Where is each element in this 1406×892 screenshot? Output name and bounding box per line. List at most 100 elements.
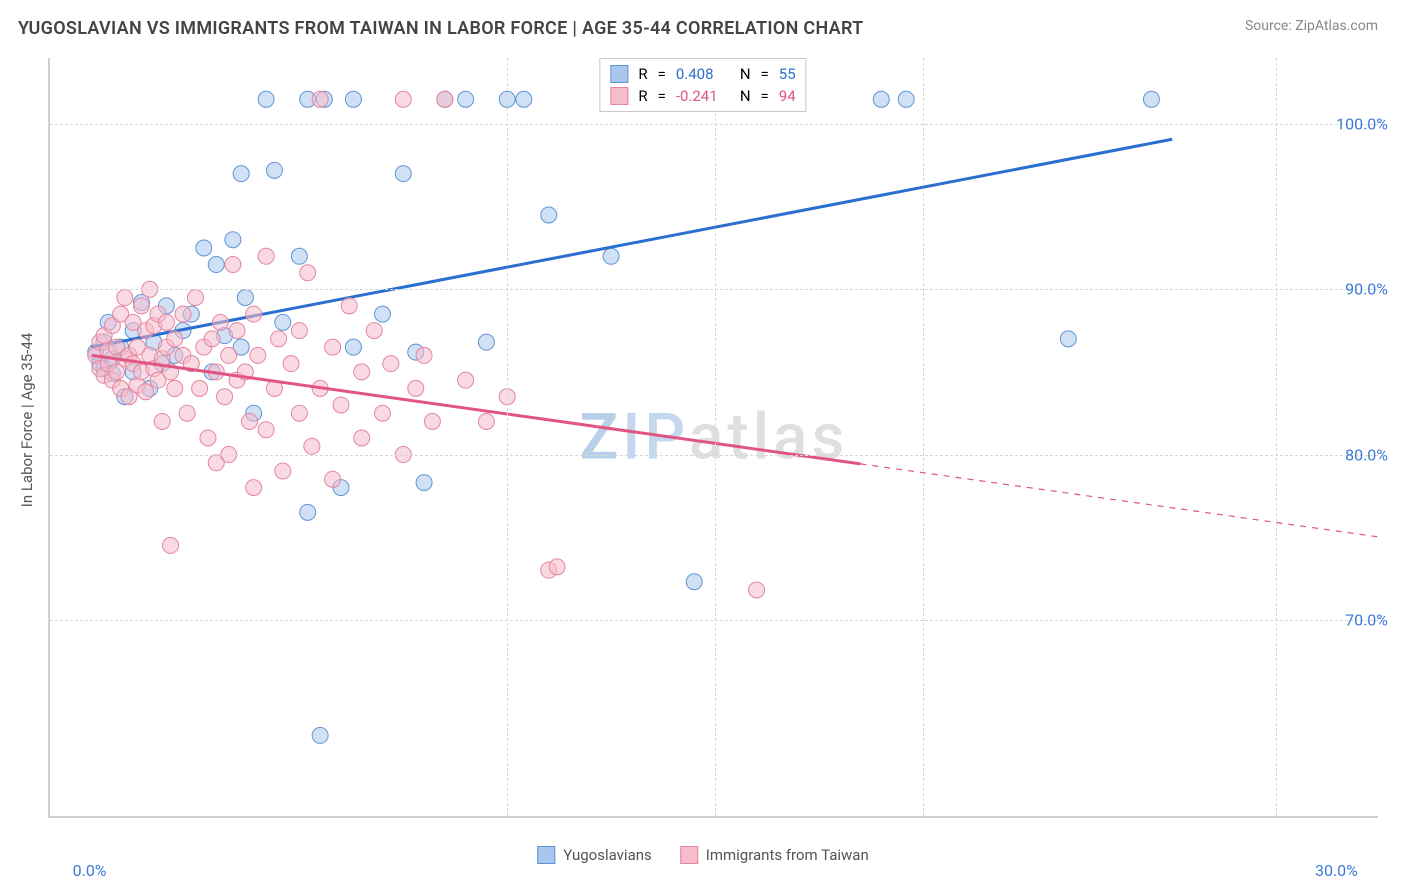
- source-attribution: Source: ZipAtlas.com: [1245, 18, 1378, 34]
- scatter-point: [258, 91, 274, 107]
- swatch-series-1: [537, 846, 555, 864]
- scatter-point: [341, 298, 357, 314]
- scatter-point: [458, 372, 474, 388]
- scatter-point: [208, 257, 224, 273]
- scatter-point: [375, 405, 391, 421]
- scatter-point: [541, 207, 557, 223]
- scatter-point: [416, 475, 432, 491]
- legend-item-2: Immigrants from Taiwan: [680, 846, 869, 864]
- scatter-point: [221, 347, 237, 363]
- scatter-point: [200, 430, 216, 446]
- eq-sign: =: [761, 87, 769, 105]
- scatter-point: [424, 413, 440, 429]
- n-value-1: 55: [779, 65, 796, 83]
- scatter-point: [416, 347, 432, 363]
- scatter-point: [212, 314, 228, 330]
- scatter-point: [516, 91, 532, 107]
- scatter-point: [175, 306, 191, 322]
- scatter-point: [366, 323, 382, 339]
- legend-label-2: Immigrants from Taiwan: [706, 846, 869, 864]
- series-legend: Yugoslavians Immigrants from Taiwan: [537, 846, 869, 864]
- r-value-2: -0.241: [676, 87, 730, 105]
- eq-sign: =: [761, 65, 769, 83]
- r-value-1: 0.408: [676, 65, 730, 83]
- gridline-vertical: [507, 58, 508, 816]
- swatch-series-2: [610, 87, 628, 105]
- scatter-point: [283, 356, 299, 372]
- scatter-point: [437, 91, 453, 107]
- scatter-point: [478, 334, 494, 350]
- scatter-point: [196, 240, 212, 256]
- scatter-point: [395, 91, 411, 107]
- scatter-point: [229, 323, 245, 339]
- scatter-point: [192, 380, 208, 396]
- scatter-point: [354, 364, 370, 380]
- gridline-horizontal: [50, 124, 1378, 125]
- n-value-2: 94: [779, 87, 796, 105]
- scatter-point: [133, 298, 149, 314]
- gridline-horizontal: [50, 289, 1378, 290]
- r-label: R: [638, 65, 647, 83]
- scatter-point: [603, 248, 619, 264]
- legend-label-1: Yugoslavians: [563, 846, 652, 864]
- scatter-point: [325, 339, 341, 355]
- scatter-point: [167, 331, 183, 347]
- eq-sign: =: [658, 65, 666, 83]
- scatter-point: [291, 405, 307, 421]
- scatter-point: [1060, 331, 1076, 347]
- scatter-point: [167, 380, 183, 396]
- eq-sign: =: [658, 87, 666, 105]
- swatch-series-2: [680, 846, 698, 864]
- scatter-point: [158, 314, 174, 330]
- scatter-point: [300, 265, 316, 281]
- scatter-point: [204, 331, 220, 347]
- x-tick-label: 0.0%: [73, 861, 107, 880]
- gridline-vertical: [715, 58, 716, 816]
- scatter-point: [458, 91, 474, 107]
- scatter-point: [345, 91, 361, 107]
- scatter-point: [325, 471, 341, 487]
- n-label: N: [740, 87, 751, 105]
- correlation-row-2: R = -0.241 N = 94: [610, 85, 795, 107]
- scatter-point: [187, 290, 203, 306]
- trend-line-extrapolated: [860, 464, 1380, 537]
- y-tick-label: 90.0%: [1345, 280, 1388, 299]
- y-tick-label: 100.0%: [1336, 115, 1388, 134]
- scatter-point: [271, 331, 287, 347]
- swatch-series-1: [610, 65, 628, 83]
- scatter-point: [258, 422, 274, 438]
- scatter-point: [898, 91, 914, 107]
- scatter-point: [154, 413, 170, 429]
- scatter-point: [179, 405, 195, 421]
- gridline-vertical: [923, 58, 924, 816]
- scatter-point: [117, 290, 133, 306]
- scatter-point: [478, 413, 494, 429]
- scatter-point: [408, 380, 424, 396]
- scatter-point: [549, 559, 565, 575]
- scatter-point: [304, 438, 320, 454]
- scatter-point: [300, 504, 316, 520]
- gridline-horizontal: [50, 455, 1378, 456]
- gridline-horizontal: [50, 620, 1378, 621]
- scatter-point: [250, 347, 266, 363]
- trend-line: [92, 355, 861, 463]
- scatter-point: [138, 384, 154, 400]
- y-axis-label: In Labor Force | Age 35-44: [18, 333, 36, 507]
- y-tick-label: 70.0%: [1345, 610, 1388, 629]
- n-label: N: [740, 65, 751, 83]
- scatter-point: [217, 389, 233, 405]
- scatter-point: [266, 162, 282, 178]
- scatter-point: [686, 574, 702, 590]
- r-label: R: [638, 87, 647, 105]
- scatter-point: [225, 257, 241, 273]
- scatter-point: [246, 480, 262, 496]
- scatter-point: [275, 463, 291, 479]
- scatter-point: [383, 356, 399, 372]
- scatter-point: [275, 314, 291, 330]
- scatter-point: [333, 397, 349, 413]
- scatter-point: [873, 91, 889, 107]
- scatter-point: [312, 727, 328, 743]
- plot-svg: [50, 58, 1378, 816]
- scatter-point: [749, 582, 765, 598]
- plot-area: ZIPatlas: [48, 58, 1378, 818]
